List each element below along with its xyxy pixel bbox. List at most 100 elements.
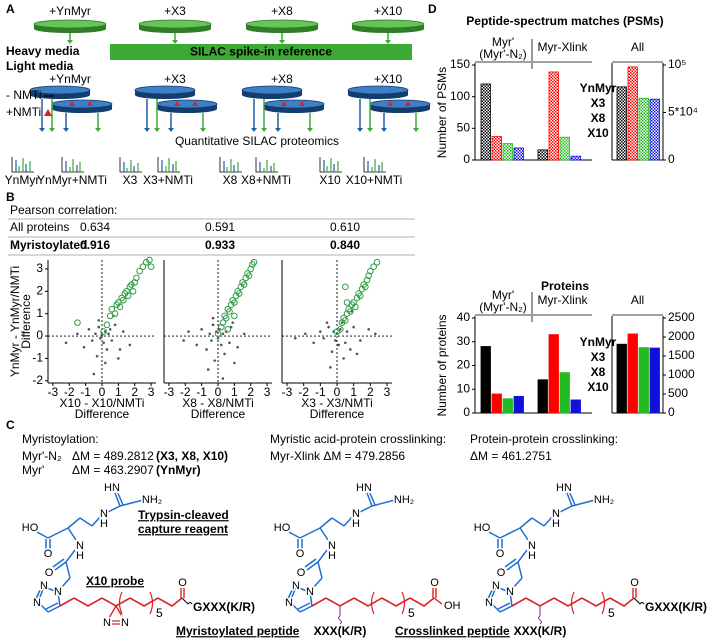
y2-tick-label: 2000 <box>668 329 695 343</box>
chart-title: Proteins <box>541 279 589 293</box>
bond <box>499 527 521 539</box>
group-label: All <box>631 293 644 307</box>
y-tick-label: 50 <box>457 121 471 135</box>
panel-label: A <box>6 2 15 16</box>
x-tick-label: 2 <box>367 385 374 399</box>
scatter-point <box>325 321 329 324</box>
scatter-point <box>211 316 215 320</box>
atom: NH₂ <box>394 494 414 506</box>
scatter-point <box>95 354 99 358</box>
scatter-point <box>195 343 199 347</box>
scatter-point <box>247 265 255 273</box>
y-axis-title: Number of PSMs <box>435 67 449 158</box>
scatter-point <box>111 310 119 317</box>
dish <box>263 99 325 109</box>
scatter-point <box>82 345 86 349</box>
scatter-point <box>231 299 238 306</box>
y-axis-title: YnMyr - YnMyr/NMTi <box>8 266 22 377</box>
mass-label: Myr' <box>22 463 44 477</box>
bond <box>107 505 121 513</box>
bar <box>570 155 581 161</box>
arrow-head <box>49 128 55 132</box>
x-tick-label: 1 <box>115 385 122 399</box>
x-axis-title: X8 - X8/NMTi <box>182 396 254 410</box>
panel-label: B <box>6 190 15 204</box>
scatter-point <box>358 285 366 293</box>
atom: N <box>306 586 314 598</box>
scatter-point <box>374 332 377 336</box>
atom: N <box>100 508 108 520</box>
scatter-point <box>108 305 116 313</box>
bond <box>512 577 523 589</box>
scatter-point <box>121 330 125 333</box>
bar <box>491 136 502 161</box>
atom: O <box>45 567 54 579</box>
atom: N <box>492 580 500 592</box>
scatter-point <box>343 299 351 306</box>
x-tick-label: -1 <box>315 385 326 399</box>
scatter-point <box>146 256 153 264</box>
atom: N <box>54 586 62 598</box>
spectrum-axis <box>219 157 242 173</box>
bond <box>297 602 311 610</box>
bar <box>513 147 524 161</box>
bond <box>65 549 76 563</box>
y-tick-label: -1 <box>32 351 43 365</box>
scatter-point <box>128 343 132 347</box>
scatter-point <box>237 283 245 291</box>
bond <box>36 531 49 539</box>
bond <box>299 605 313 613</box>
y2-tick-label: 2500 <box>668 310 695 324</box>
legend-label: X8 <box>591 111 606 125</box>
table-cell: Myristoylated <box>10 238 87 252</box>
attachment <box>181 597 193 605</box>
dish-label: +X10 <box>374 4 403 18</box>
y2-tick-label: 0 <box>668 152 675 166</box>
chain <box>59 597 183 607</box>
y-axis-title: Difference <box>19 294 33 349</box>
spectrum-axis <box>319 157 342 173</box>
scatter-point <box>345 330 349 333</box>
bond <box>65 561 71 579</box>
bond <box>499 605 513 613</box>
scatter-point <box>223 352 226 356</box>
bond <box>569 492 576 506</box>
arrow-head <box>63 128 69 132</box>
scatter-point <box>365 272 372 279</box>
x-tick-label: -3 <box>282 385 293 399</box>
scatter-point <box>233 361 236 365</box>
x-tick-label: -2 <box>298 385 309 399</box>
atom: NH₂ <box>594 494 614 506</box>
arrow-head <box>168 128 174 132</box>
scatter-point <box>362 283 369 291</box>
bar <box>502 143 513 161</box>
treatment-label: +X10 <box>374 72 403 86</box>
y-tick-label: -2 <box>32 373 43 387</box>
atom: O <box>44 548 53 560</box>
bar <box>570 399 581 414</box>
spectrum-axis <box>11 157 34 173</box>
atom: H <box>328 550 336 562</box>
scatter-point <box>363 276 371 284</box>
scatter-point <box>99 336 102 340</box>
y-tick-label: 100 <box>450 89 470 103</box>
mass-label: ΔM = 463.2907 <box>72 463 154 477</box>
bar <box>627 333 638 414</box>
scatter-point <box>92 372 96 376</box>
dish <box>33 19 107 29</box>
scatter-point <box>182 339 185 342</box>
scatter-point <box>227 301 235 309</box>
y-tick-label: 0 <box>463 405 470 419</box>
atom: HN <box>356 482 372 494</box>
atom: N <box>328 540 336 552</box>
scatter-point <box>90 339 94 342</box>
atom: HO <box>274 522 291 534</box>
bond <box>37 586 45 603</box>
group-label: (Myr'-N₂) <box>479 300 527 314</box>
arrow-head <box>279 40 285 44</box>
bar <box>638 97 649 161</box>
scatter-point <box>333 328 341 335</box>
arrow-head <box>200 128 206 132</box>
sample-label: X3 <box>123 173 138 187</box>
